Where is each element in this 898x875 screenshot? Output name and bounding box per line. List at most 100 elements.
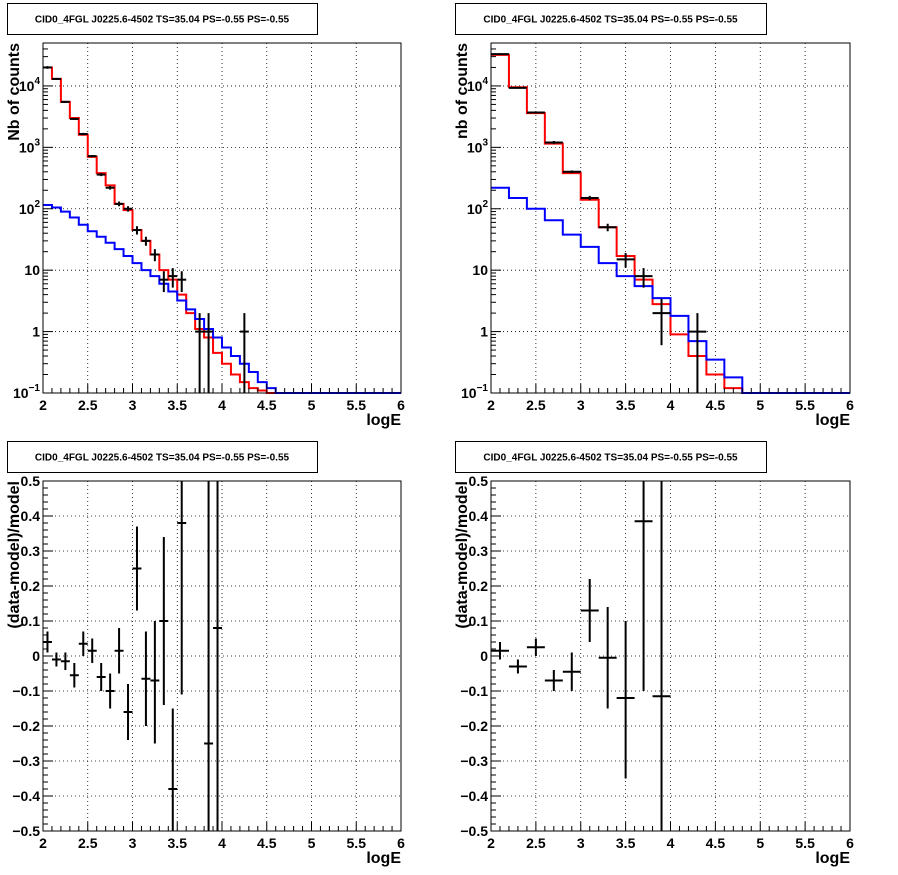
y-tick-label: −0.1 bbox=[460, 683, 488, 699]
x-tick-label: 2 bbox=[487, 397, 495, 413]
data-point bbox=[150, 249, 160, 262]
data-point bbox=[544, 140, 563, 145]
data-points bbox=[43, 481, 222, 831]
x-axis-label: logE bbox=[366, 412, 401, 429]
data-point bbox=[69, 117, 79, 120]
x-tick-label: 4.5 bbox=[706, 397, 726, 413]
y-tick-label: 10−1 bbox=[13, 383, 40, 401]
data-points bbox=[491, 53, 707, 393]
y-tick-label: −0.2 bbox=[12, 718, 40, 734]
data-point bbox=[123, 206, 133, 212]
x-tick-label: 6 bbox=[397, 835, 405, 851]
x-tick-label: 5 bbox=[308, 397, 316, 413]
x-tick-label: 3.5 bbox=[168, 397, 188, 413]
chart-title-box: CID0_4FGL J0225.6-4502 TS=35.04 PS=-0.55… bbox=[455, 441, 767, 473]
data-point bbox=[491, 642, 509, 660]
y-tick-label: 1 bbox=[32, 324, 40, 340]
y-tick-label: 0.3 bbox=[469, 543, 489, 559]
x-tick-label: 2.5 bbox=[526, 397, 546, 413]
data-point bbox=[562, 170, 581, 174]
x-tick-label: 5 bbox=[756, 835, 764, 851]
x-tick-label: 6 bbox=[397, 397, 405, 413]
x-tick-label: 5.5 bbox=[347, 835, 367, 851]
title-frame bbox=[7, 441, 318, 473]
y-axis-label: (data-model)/model bbox=[6, 481, 23, 629]
data-point bbox=[87, 638, 97, 663]
x-tick-label: 4 bbox=[667, 835, 675, 851]
data-point bbox=[580, 579, 599, 642]
data-point bbox=[616, 621, 635, 779]
chart-title: CID0_4FGL J0225.6-4502 TS=35.04 PS=-0.55… bbox=[483, 15, 738, 26]
data-point bbox=[634, 268, 653, 288]
data-point bbox=[87, 155, 97, 158]
y-tick-label: 0.4 bbox=[21, 508, 41, 524]
y-tick-label: −0.2 bbox=[460, 718, 488, 734]
y-tick-label: 10 bbox=[24, 262, 40, 278]
data-point bbox=[562, 652, 581, 691]
data-point bbox=[508, 86, 527, 89]
x-tick-label: 3 bbox=[577, 835, 585, 851]
x-tick-label: 6 bbox=[846, 397, 854, 413]
data-point bbox=[177, 481, 187, 695]
chart-title: CID0_4FGL J0225.6-4502 TS=35.04 PS=-0.55… bbox=[35, 453, 290, 464]
x-tick-label: 2 bbox=[39, 397, 47, 413]
x-axis-label: logE bbox=[366, 850, 401, 867]
data-point bbox=[123, 684, 133, 740]
y-tick-label: 102 bbox=[467, 199, 489, 217]
y-tick-label: 104 bbox=[467, 76, 489, 94]
data-points bbox=[491, 481, 671, 831]
y-tick-label: 10−1 bbox=[461, 383, 488, 401]
data-point bbox=[580, 195, 599, 201]
y-tick-label: 0.1 bbox=[21, 613, 41, 629]
data-point bbox=[60, 100, 70, 103]
chart-title: CID0_4FGL J0225.6-4502 TS=35.04 PS=-0.55… bbox=[483, 453, 738, 464]
data-point bbox=[195, 313, 205, 393]
y-tick-label: 0 bbox=[32, 648, 40, 664]
data-points bbox=[43, 66, 249, 393]
data-point bbox=[78, 132, 88, 136]
y-tick-label: −0.3 bbox=[460, 753, 488, 769]
data-point bbox=[598, 223, 617, 232]
y-tick-label: −0.3 bbox=[12, 753, 40, 769]
y-tick-label: 104 bbox=[19, 76, 41, 94]
data-point bbox=[141, 631, 151, 726]
x-tick-label: 4.5 bbox=[257, 835, 277, 851]
data-point bbox=[132, 226, 142, 235]
y-tick-label: 1 bbox=[480, 324, 488, 340]
x-tick-label: 5 bbox=[756, 397, 764, 413]
x-tick-label: 4 bbox=[667, 397, 675, 413]
data-point bbox=[51, 77, 61, 80]
chart-title-box: CID0_4FGL J0225.6-4502 TS=35.04 PS=-0.55… bbox=[7, 3, 318, 35]
title-frame bbox=[7, 3, 318, 35]
data-point bbox=[526, 111, 545, 114]
data-point bbox=[132, 526, 142, 611]
x-tick-label: 5.5 bbox=[347, 397, 367, 413]
title-frame bbox=[455, 441, 767, 473]
y-tick-label: −0.4 bbox=[460, 788, 488, 804]
x-tick-label: 2.5 bbox=[78, 835, 98, 851]
data-point bbox=[150, 621, 160, 744]
x-axis-label: logE bbox=[815, 412, 850, 429]
data-point bbox=[168, 708, 178, 831]
chart-title-box: CID0_4FGL J0225.6-4502 TS=35.04 PS=-0.55… bbox=[7, 441, 318, 473]
data-point bbox=[114, 628, 124, 674]
x-tick-label: 3 bbox=[577, 397, 585, 413]
y-tick-label: 0.2 bbox=[21, 578, 41, 594]
x-axis-label: logE bbox=[815, 850, 850, 867]
data-point bbox=[168, 268, 178, 288]
chart-title: CID0_4FGL J0225.6-4502 TS=35.04 PS=-0.55… bbox=[35, 15, 290, 26]
y-tick-label: −0.5 bbox=[460, 823, 488, 839]
y-tick-label: 0.5 bbox=[469, 473, 489, 489]
data-point bbox=[78, 631, 88, 656]
y-axis: −0.5 −0.4 −0.3 −0.2 −0.1 0 0.1 0.2 0.3 0.4 0.5(dat… bbox=[6, 473, 53, 839]
grid bbox=[43, 481, 401, 831]
x-tick-label: 3.5 bbox=[616, 835, 636, 851]
x-tick-label: 6 bbox=[846, 835, 854, 851]
y-tick-label: −0.1 bbox=[12, 683, 40, 699]
chart-panel-2: CID0_4FGL J0225.6-4502 TS=35.04 PS=-0.55… bbox=[454, 3, 854, 429]
